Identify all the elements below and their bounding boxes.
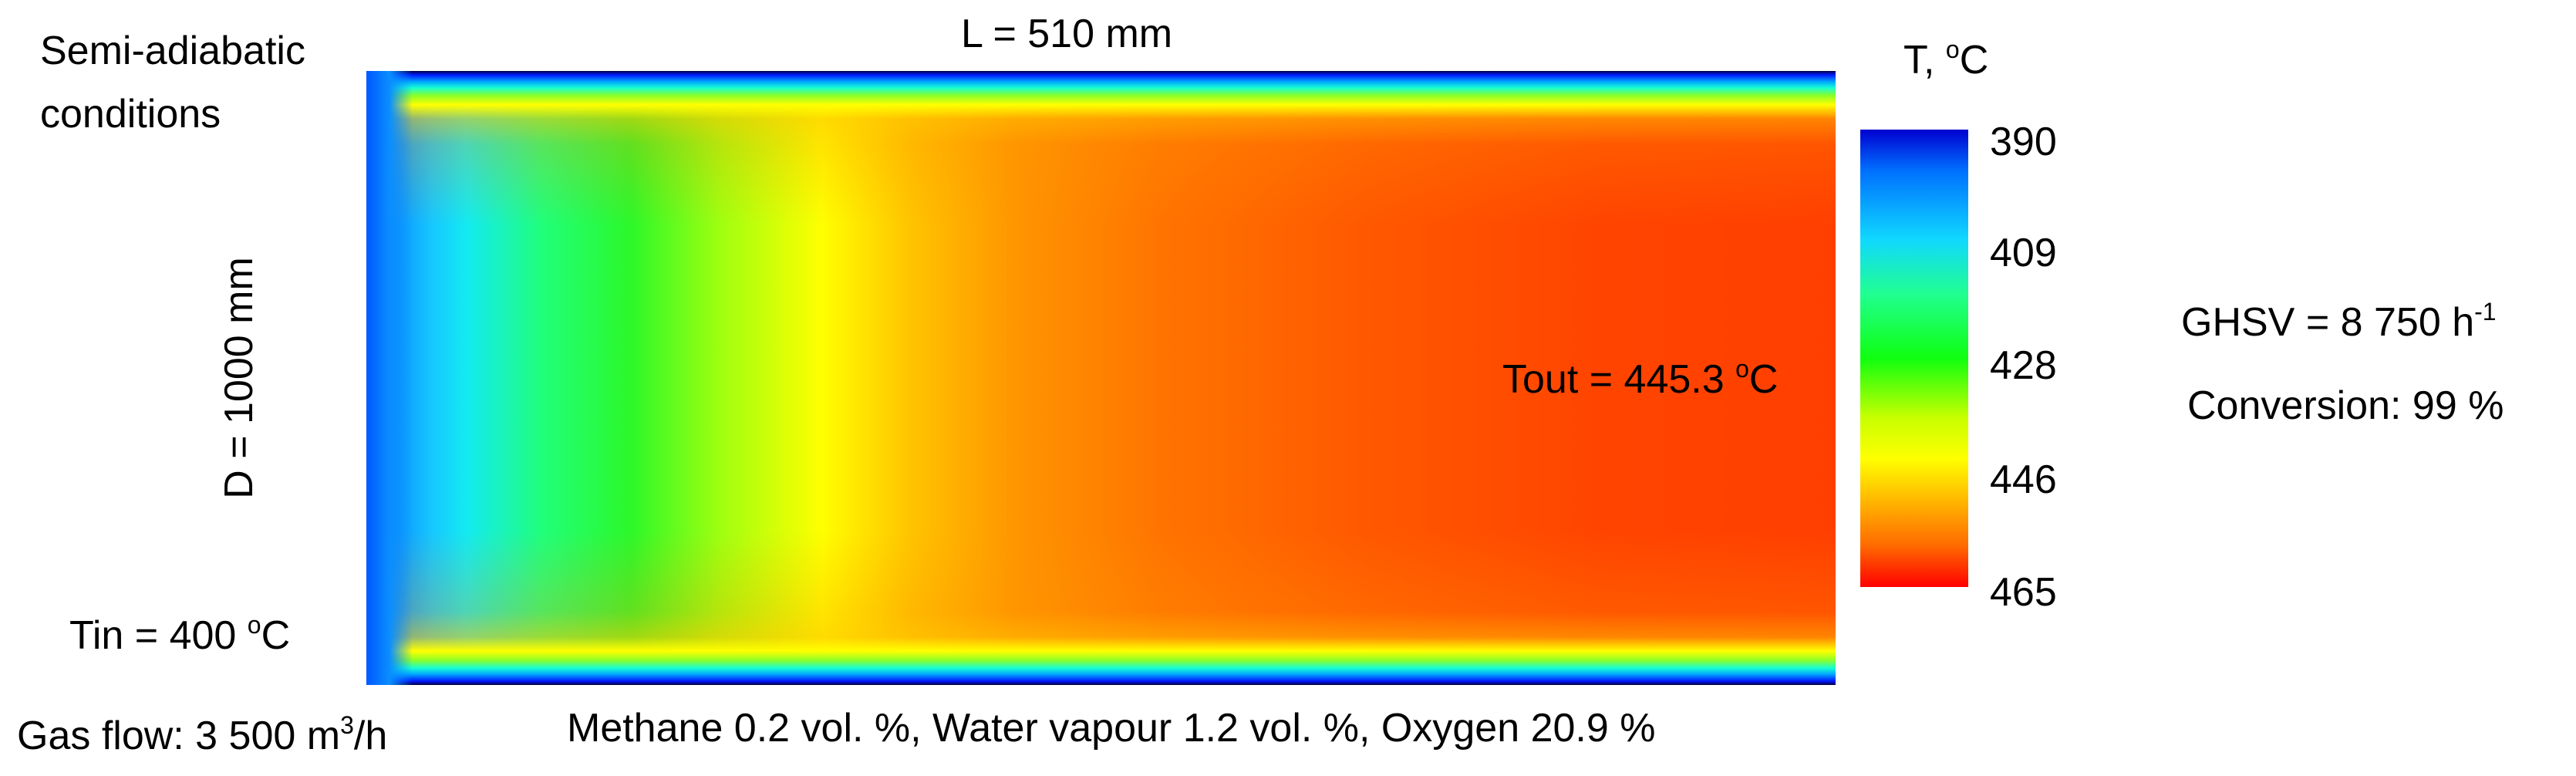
inlet-temperature-unit: C — [261, 613, 291, 658]
colorbar-title: T, oC — [1903, 37, 1989, 83]
diameter-label: D = 1000 mm — [217, 257, 261, 499]
ghsv-prefix: GHSV = 8 750 h — [2181, 300, 2475, 345]
outlet-temperature-label: Tout = 445.3 oC — [1502, 356, 1779, 402]
colorbar-title-unit: C — [1959, 38, 1989, 83]
inverse-exponent: -1 — [2474, 298, 2497, 326]
colorbar-tick: 390 — [1990, 120, 2057, 164]
temperature-colorbar — [1860, 130, 1968, 587]
cubic-exponent: 3 — [340, 711, 354, 739]
inlet-temperature-label: Tin = 400 oC — [69, 612, 291, 658]
colorbar-tick: 446 — [1990, 457, 2057, 502]
temperature-field — [366, 71, 1836, 685]
gas-flow-suffix: /h — [353, 714, 388, 758]
degree-sign: o — [247, 611, 261, 639]
colorbar-tick: 465 — [1990, 570, 2057, 615]
degree-sign: o — [1945, 35, 1960, 63]
colorbar-tick: 409 — [1990, 231, 2057, 275]
bottom-wall-boundary-layer — [366, 531, 1836, 685]
ghsv-label: GHSV = 8 750 h-1 — [2181, 299, 2497, 345]
outlet-temperature-unit: C — [1748, 357, 1779, 402]
inlet-temperature-prefix: Tin = 400 — [69, 613, 248, 658]
top-wall-boundary-layer — [366, 71, 1836, 225]
colorbar-title-prefix: T, — [1903, 38, 1946, 83]
composition-label: Methane 0.2 vol. %, Water vapour 1.2 vol… — [567, 706, 1656, 751]
inlet-zone — [366, 71, 413, 685]
gas-flow-prefix: Gas flow: 3 500 m — [17, 714, 341, 758]
conditions-label-line2: conditions — [40, 92, 221, 137]
degree-sign: o — [1735, 355, 1749, 383]
gas-flow-label: Gas flow: 3 500 m3/h — [17, 713, 388, 758]
conversion-label: Conversion: 99 % — [2187, 383, 2504, 428]
colorbar-tick: 428 — [1990, 343, 2057, 388]
conditions-label-line1: Semi-adiabatic — [40, 29, 305, 73]
length-label: L = 510 mm — [961, 12, 1173, 56]
outlet-temperature-prefix: Tout = 445.3 — [1502, 357, 1736, 402]
